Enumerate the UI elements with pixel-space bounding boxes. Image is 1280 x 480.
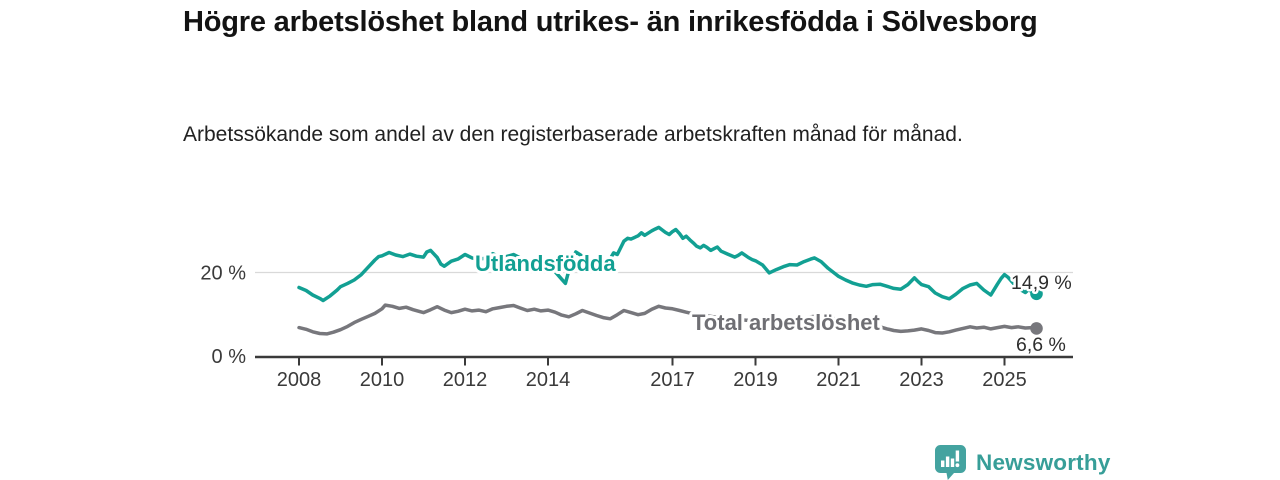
bar-1	[941, 460, 945, 467]
x-axis-ticks: 2008 2010 2012 2014 2017 2019 2021 2023 2025	[277, 358, 1027, 391]
x-tick-label: 2010	[360, 369, 405, 391]
exclamation-dot	[955, 463, 960, 468]
x-tick-label: 2012	[443, 369, 488, 391]
exclamation-stem	[955, 450, 960, 462]
newsworthy-logo-text: Newsworthy	[976, 449, 1111, 475]
total-arbetsloshet-line-label: Total arbetslöshet	[692, 310, 881, 335]
x-tick-label: 2017	[650, 369, 695, 391]
x-tick-label: 2008	[277, 369, 322, 391]
total-arbetsloshet-line	[297, 303, 1039, 336]
utlandsfodda-end-dot	[1030, 287, 1043, 301]
utlandsfodda-line	[297, 225, 1039, 303]
total-arbetsloshet-end-value-label: 6,6 %	[1016, 334, 1066, 356]
bar-2	[945, 456, 950, 467]
y-tick-label-20: 20 %	[200, 263, 246, 285]
speech-bubble-shape	[935, 445, 966, 480]
y-tick-label-0: 0 %	[212, 346, 247, 368]
newsworthy-logo-icon	[935, 445, 966, 480]
chart-title: Högre arbetslöshet bland utrikes- än inr…	[183, 6, 1038, 38]
utlandsfodda-end-value-label: 14,9 %	[1011, 272, 1072, 294]
x-tick-label: 2025	[982, 369, 1027, 391]
chart-subtitle: Arbetssökande som andel av den registerb…	[183, 123, 963, 146]
bar-3	[950, 458, 955, 467]
utlandsfodda-line-label: Utlandsfödda	[475, 251, 616, 276]
newsworthy-logo: Newsworthy	[934, 444, 1111, 480]
x-tick-label: 2023	[899, 369, 944, 391]
x-tick-label: 2019	[733, 369, 778, 391]
x-tick-label: 2014	[526, 369, 571, 391]
total-arbetsloshet-end-dot	[1030, 322, 1043, 335]
x-tick-label: 2021	[816, 369, 861, 391]
